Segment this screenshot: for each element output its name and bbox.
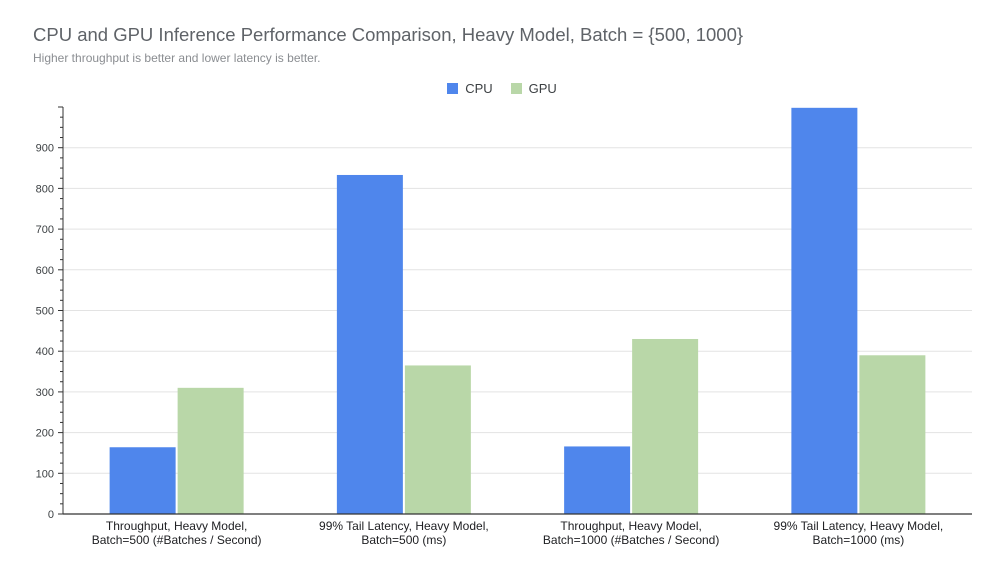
bar-cpu-1: [336, 174, 403, 514]
y-tick-label-100: 100: [36, 468, 54, 480]
legend-item-gpu: GPU: [510, 81, 557, 96]
legend-label-gpu: GPU: [528, 81, 557, 96]
legend-item-cpu: CPU: [447, 81, 493, 96]
chart-title: CPU and GPU Inference Performance Compar…: [33, 24, 744, 45]
axes: [58, 106, 972, 515]
bar-gpu-2: [632, 338, 699, 514]
x-tick-label-2-1: Batch=1000 (#Batches / Second): [543, 533, 719, 547]
y-tick-label-800: 800: [36, 183, 54, 195]
bar-gpu-1: [404, 365, 471, 514]
y-tick-label-300: 300: [36, 387, 54, 399]
y-tick-label-0: 0: [48, 509, 54, 521]
y-tick-label-900: 900: [36, 143, 54, 155]
legend-label-cpu: CPU: [465, 81, 493, 96]
tick-labels: 0 100 200 300 400 500 600 700 800 900 Throughput, …: [36, 143, 944, 547]
chart-subtitle: Higher throughput is better and lower la…: [33, 51, 321, 65]
x-tick-label-3-1: Batch=1000 (ms): [813, 533, 905, 547]
x-tick-label-1-0: 99% Tail Latency, Heavy Model,: [319, 519, 489, 533]
x-tick-label-0-1: Batch=500 (#Batches / Second): [92, 533, 262, 547]
bar-gpu-0: [177, 387, 244, 514]
y-tick-label-700: 700: [36, 224, 54, 236]
x-tick-label-1-1: Batch=500 (ms): [361, 533, 446, 547]
y-tick-label-400: 400: [36, 346, 54, 358]
legend: CPU GPU: [0, 81, 1004, 96]
x-tick-label-3-0: 99% Tail Latency, Heavy Model,: [774, 519, 944, 533]
y-tick-label-200: 200: [36, 428, 54, 440]
y-tick-label-600: 600: [36, 265, 54, 277]
bar-cpu-3: [791, 107, 858, 515]
y-tick-label-500: 500: [36, 306, 54, 318]
legend-swatch-gpu: [510, 83, 522, 94]
x-tick-label-0-0: Throughput, Heavy Model,: [106, 519, 247, 533]
bar-cpu-2: [564, 446, 631, 514]
legend-swatch-cpu: [447, 83, 459, 94]
bar-gpu-3: [859, 355, 926, 514]
bar-cpu-0: [109, 447, 176, 514]
x-tick-label-2-0: Throughput, Heavy Model,: [560, 519, 701, 533]
bars: [109, 107, 926, 515]
